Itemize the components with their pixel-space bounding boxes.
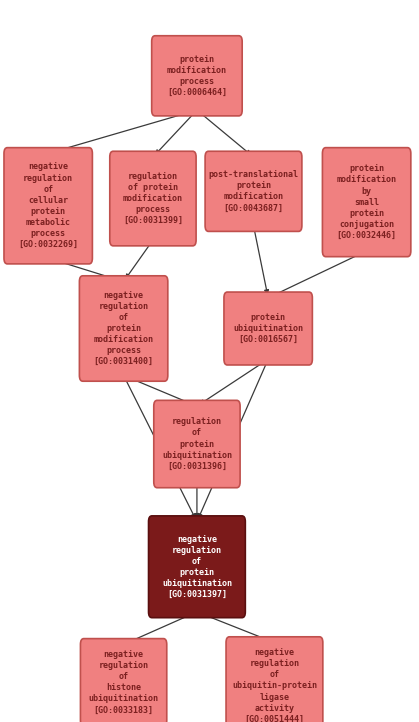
FancyBboxPatch shape [205, 152, 302, 231]
Text: protein
modification
process
[GO:0006464]: protein modification process [GO:0006464… [167, 55, 227, 97]
FancyBboxPatch shape [110, 152, 196, 245]
Text: negative
regulation
of
protein
modification
process
[GO:0031400]: negative regulation of protein modificat… [93, 291, 154, 366]
FancyBboxPatch shape [4, 148, 93, 264]
Text: post-translational
protein
modification
[GO:0043687]: post-translational protein modification … [209, 170, 298, 212]
Text: negative
regulation
of
cellular
protein
metabolic
process
[GO:0032269]: negative regulation of cellular protein … [18, 162, 78, 249]
Text: negative
regulation
of
protein
ubiquitination
[GO:0031397]: negative regulation of protein ubiquitin… [162, 534, 232, 599]
FancyBboxPatch shape [154, 400, 240, 488]
Text: protein
modification
by
small
protein
conjugation
[GO:0032446]: protein modification by small protein co… [336, 165, 397, 240]
FancyBboxPatch shape [79, 276, 168, 381]
Text: protein
ubiquitination
[GO:0016567]: protein ubiquitination [GO:0016567] [233, 313, 303, 344]
FancyBboxPatch shape [322, 148, 411, 257]
Text: regulation
of protein
modification
process
[GO:0031399]: regulation of protein modification proce… [123, 172, 183, 225]
Text: negative
regulation
of
ubiquitin-protein
ligase
activity
[GO:0051444]: negative regulation of ubiquitin-protein… [232, 648, 317, 722]
Text: regulation
of
protein
ubiquitination
[GO:0031396]: regulation of protein ubiquitination [GO… [162, 417, 232, 471]
Text: negative
regulation
of
histone
ubiquitination
[GO:0033183]: negative regulation of histone ubiquitin… [88, 650, 159, 715]
FancyBboxPatch shape [152, 35, 242, 116]
FancyBboxPatch shape [224, 292, 313, 365]
FancyBboxPatch shape [148, 516, 245, 618]
FancyBboxPatch shape [80, 639, 167, 722]
FancyBboxPatch shape [226, 637, 323, 722]
